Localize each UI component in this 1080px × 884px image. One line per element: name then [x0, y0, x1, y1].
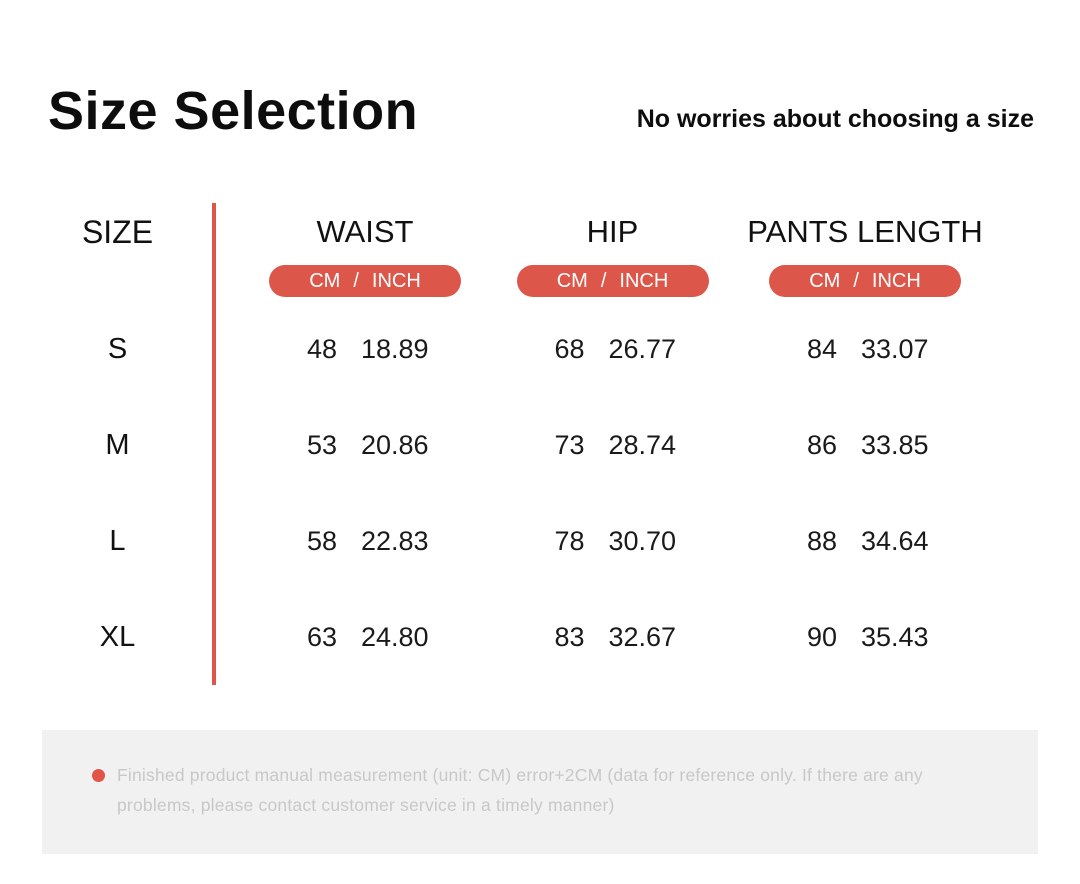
- pants-length-cm-value: 86: [806, 429, 837, 460]
- waist-cm-value: 63: [306, 621, 337, 652]
- unit-inch-label: INCH: [619, 269, 669, 292]
- hip-cm-value: 78: [554, 525, 585, 556]
- waist-cm-value: 58: [306, 525, 337, 556]
- waist-inch-value: 20.86: [361, 429, 429, 460]
- unit-inch-label: INCH: [371, 269, 421, 292]
- waist-cm-value: 53: [306, 429, 337, 460]
- size-chart-table: SIZE WAIST HIP PANTS LENGTH CM / INCH CM…: [10, 203, 1040, 685]
- waist-values: 58 22.83: [225, 526, 505, 557]
- page-header: Size Selection No worries about choosing…: [0, 0, 1080, 140]
- hip-values: 68 26.77: [505, 334, 720, 365]
- table-row-size-l: L 58 22.83 78 30.70 88 34.64: [10, 493, 1040, 589]
- waist-inch-value: 18.89: [361, 333, 429, 364]
- column-header-pants-length: PANTS LENGTH: [747, 214, 983, 249]
- hip-inch-value: 32.67: [608, 621, 677, 652]
- waist-inch-value: 24.80: [361, 621, 429, 652]
- disclaimer-text: Finished product manual measurement (uni…: [117, 765, 923, 815]
- size-label: XL: [99, 620, 136, 653]
- column-header-waist: WAIST: [316, 214, 414, 249]
- hip-cm-value: 73: [554, 429, 585, 460]
- pants-length-values: 90 35.43: [720, 622, 1010, 653]
- hip-values: 73 28.74: [505, 430, 720, 461]
- pants-length-unit-badge: CM / INCH: [769, 265, 961, 297]
- waist-values: 63 24.80: [225, 622, 505, 653]
- pants-length-values: 84 33.07: [720, 334, 1010, 365]
- red-vertical-divider: [212, 203, 216, 685]
- pants-length-inch-value: 35.43: [861, 621, 929, 652]
- waist-unit-badge: CM / INCH: [269, 265, 461, 297]
- table-units-row: CM / INCH CM / INCH CM / INCH: [10, 261, 1040, 301]
- pants-length-inch-value: 33.07: [861, 333, 929, 364]
- unit-separator: /: [600, 269, 607, 292]
- page-subtitle: No worries about choosing a size: [636, 105, 1034, 133]
- page-title: Size Selection: [48, 81, 419, 142]
- waist-cm-value: 48: [306, 333, 337, 364]
- hip-unit-badge: CM / INCH: [516, 265, 709, 297]
- pants-length-cm-value: 84: [806, 333, 837, 364]
- hip-cm-value: 83: [554, 621, 585, 652]
- table-header-row: SIZE WAIST HIP PANTS LENGTH: [10, 203, 1040, 261]
- pants-length-values: 88 34.64: [720, 526, 1010, 557]
- hip-values: 83 32.67: [505, 622, 720, 653]
- size-label: M: [105, 428, 130, 461]
- size-label: L: [109, 524, 126, 557]
- unit-separator: /: [353, 269, 359, 292]
- unit-cm-label: CM: [556, 269, 588, 292]
- column-header-size: SIZE: [81, 213, 154, 250]
- bullet-dot-icon: [92, 769, 105, 782]
- unit-cm-label: CM: [809, 269, 841, 292]
- hip-inch-value: 30.70: [608, 525, 677, 556]
- waist-values: 53 20.86: [225, 430, 505, 461]
- pants-length-cm-value: 90: [806, 621, 837, 652]
- unit-inch-label: INCH: [871, 269, 921, 292]
- waist-values: 48 18.89: [225, 334, 505, 365]
- unit-cm-label: CM: [309, 269, 341, 292]
- measurement-disclaimer-box: Finished product manual measurement (uni…: [42, 730, 1038, 854]
- table-row-size-m: M 53 20.86 73 28.74 86 33.85: [10, 397, 1040, 493]
- pants-length-inch-value: 34.64: [861, 525, 929, 556]
- hip-inch-value: 28.74: [608, 429, 677, 460]
- pants-length-inch-value: 33.85: [861, 429, 929, 460]
- column-header-hip: HIP: [586, 214, 639, 249]
- waist-inch-value: 22.83: [361, 525, 429, 556]
- table-row-size-xl: XL 63 24.80 83 32.67 90 35.43: [10, 589, 1040, 685]
- size-label: S: [107, 332, 128, 365]
- pants-length-values: 86 33.85: [720, 430, 1010, 461]
- unit-separator: /: [853, 269, 859, 292]
- hip-cm-value: 68: [554, 333, 585, 364]
- table-row-size-s: S 48 18.89 68 26.77 84 33.07: [10, 301, 1040, 397]
- pants-length-cm-value: 88: [806, 525, 837, 556]
- hip-inch-value: 26.77: [608, 333, 677, 364]
- hip-values: 78 30.70: [505, 526, 720, 557]
